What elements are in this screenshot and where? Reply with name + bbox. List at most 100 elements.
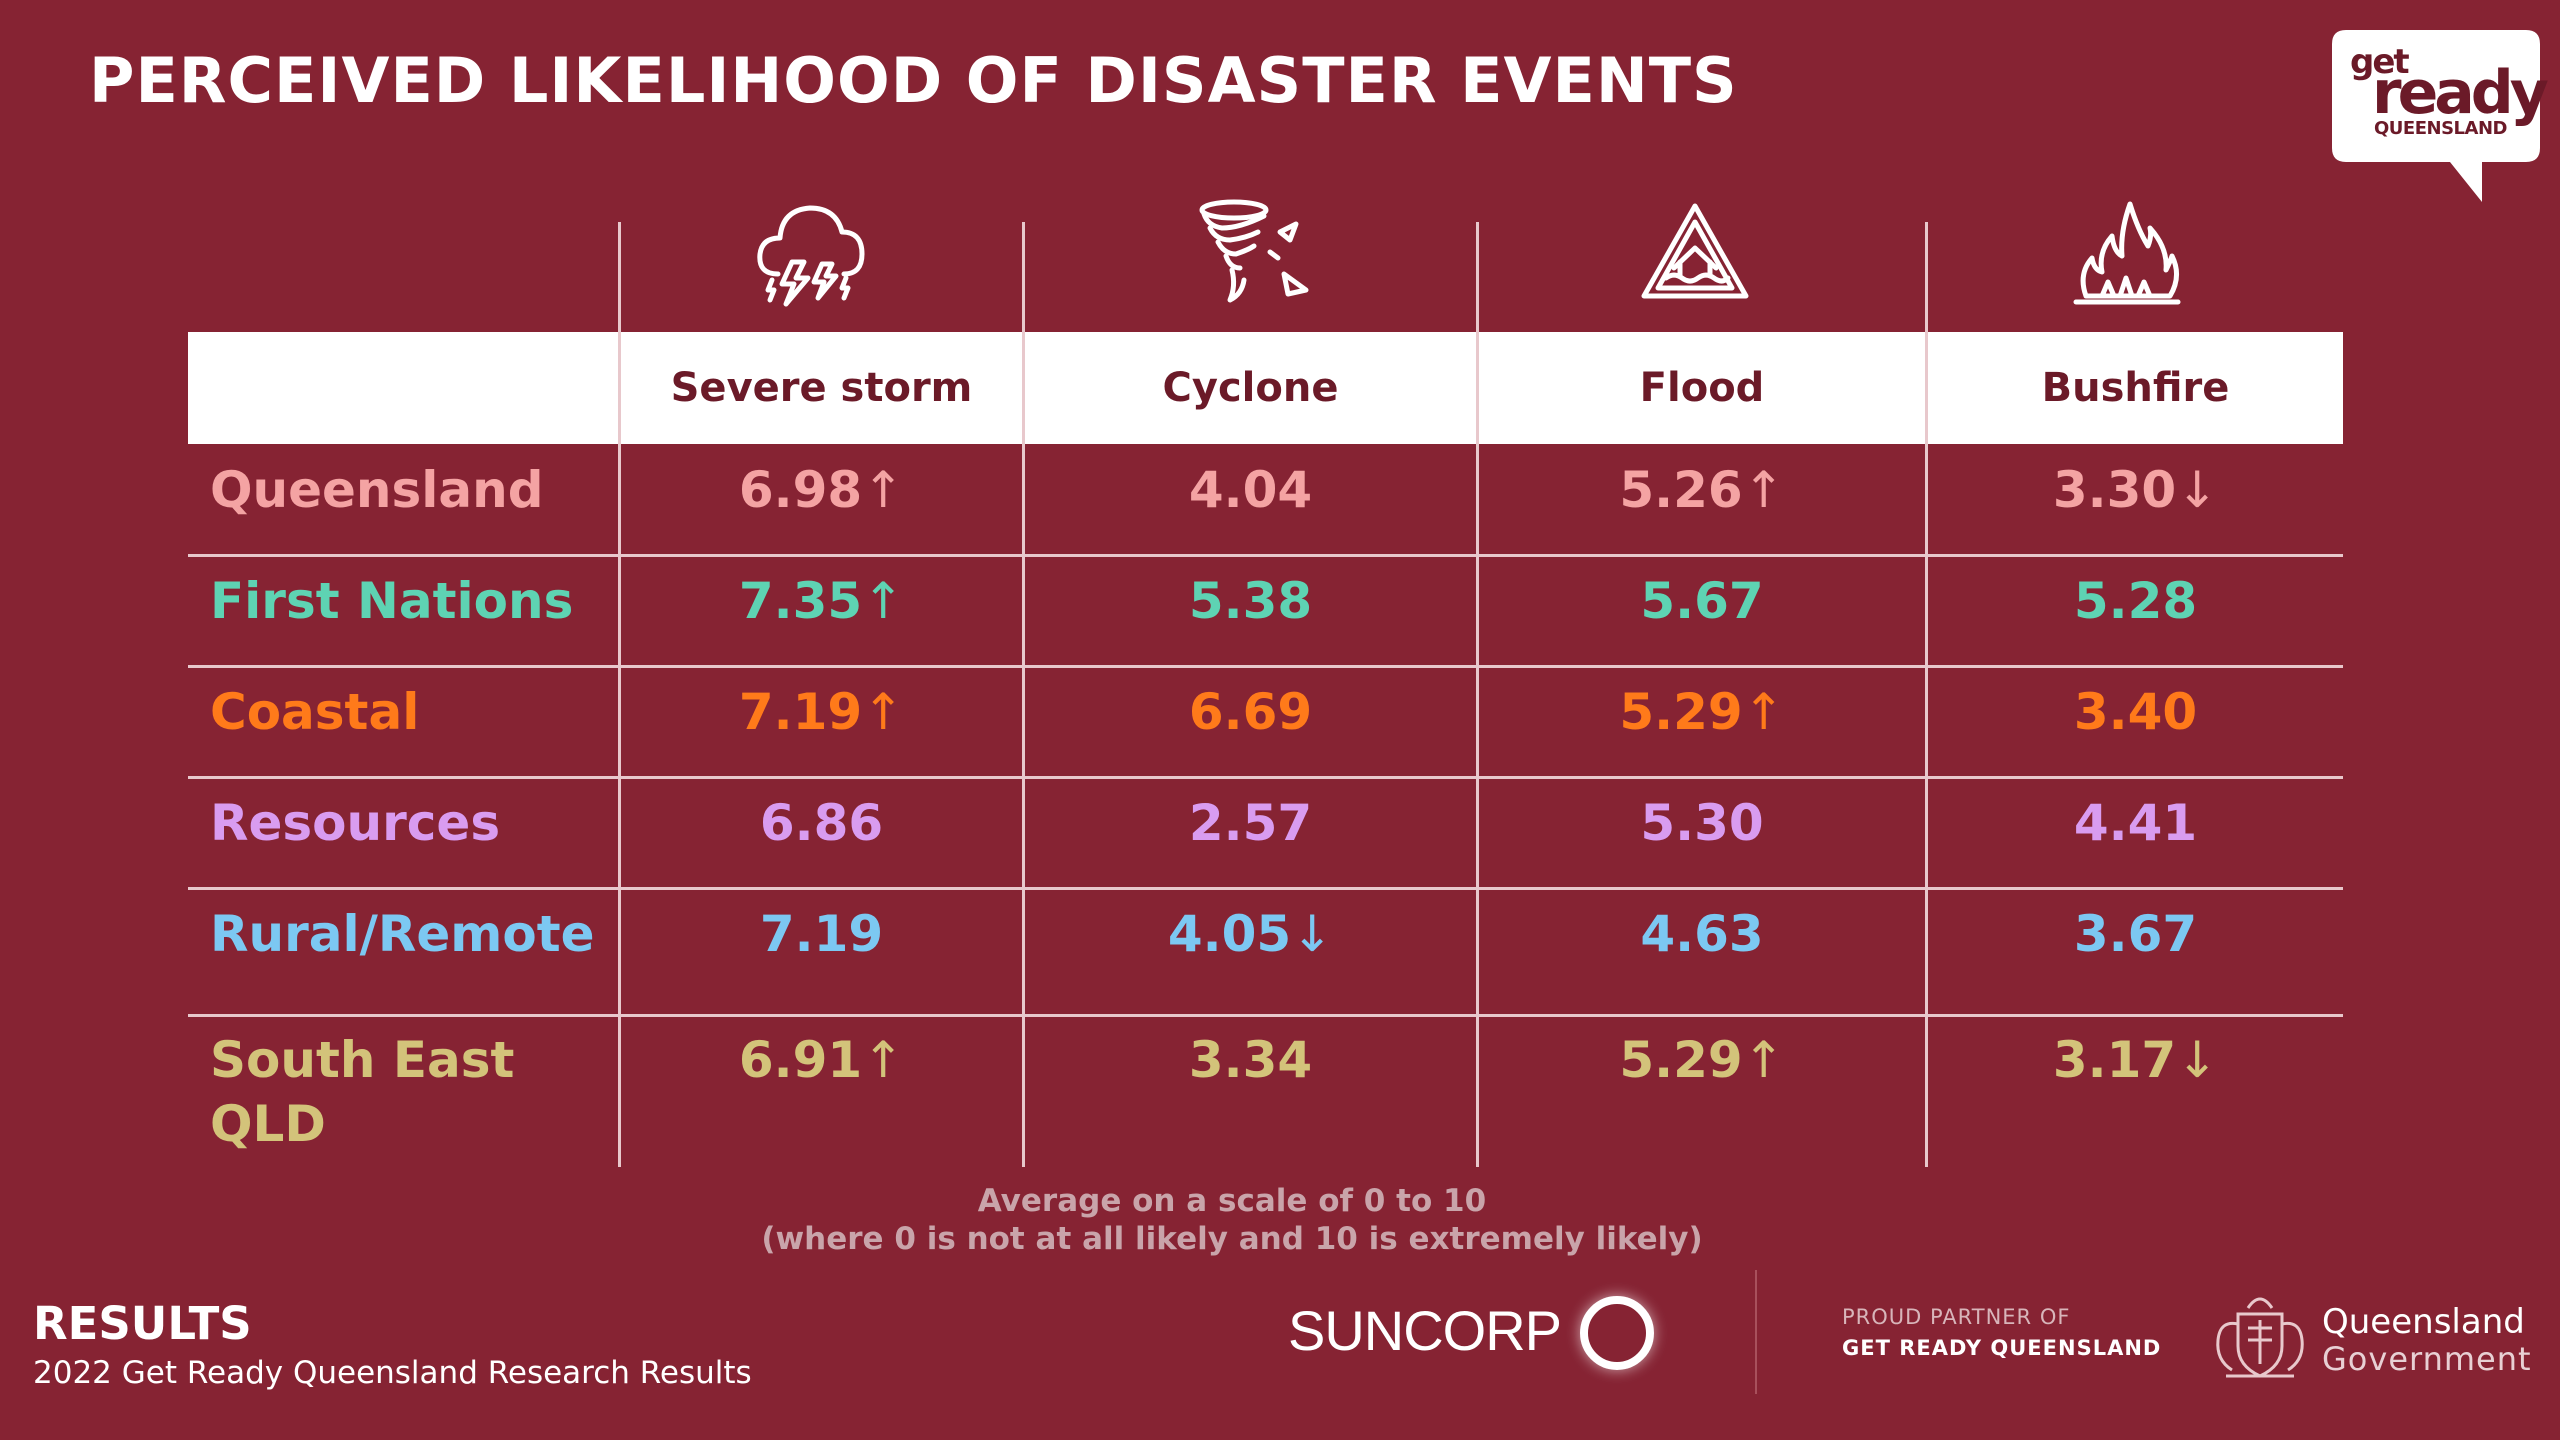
trend-down-icon: ↓ [2176,1031,2219,1089]
trend-up-icon: ↑ [1742,683,1785,741]
bushfire-icon [2068,196,2186,318]
logo-ready-text: ready [2372,58,2549,128]
row-divider [188,665,2343,668]
cell-value: 5.29 [1619,1031,1743,1089]
results-subtitle: 2022 Get Ready Queensland Research Resul… [33,1355,752,1391]
cell-value: 5.67 [1640,572,1764,630]
row-label-line-1: Coastal [210,683,420,741]
cell-cyclone: 4.04 [1025,458,1476,522]
trend-up-icon: ↑ [1742,1031,1785,1089]
column-divider [1925,222,1928,1167]
queensland-government-line-1: Queensland [2322,1302,2525,1342]
row-divider [188,554,2343,557]
row-label-line-1: South East [210,1031,515,1089]
cell-value: 6.98 [738,461,863,519]
trend-up-icon: ↑ [862,683,905,741]
trend-up-icon: ↑ [862,461,905,519]
cell-value: 3.30 [2052,461,2177,519]
column-divider [618,222,621,1167]
cell-value: 3.17 [2052,1031,2177,1089]
partner-line-2: GET READY QUEENSLAND [1842,1336,2162,1360]
cell-value: 2.57 [1188,794,1313,852]
footnote-line-1: Average on a scale of 0 to 10 [977,1183,1487,1219]
cell-severe-storm: 7.19↑ [621,680,1022,744]
cell-flood: 5.26↑ [1479,458,1925,522]
table-header-band [188,332,2343,444]
cell-severe-storm: 7.35↑ [621,569,1022,633]
row-label-line-1: Rural/Remote [210,905,595,963]
trend-down-icon: ↓ [1291,905,1334,963]
cell-severe-storm: 6.98↑ [621,458,1022,522]
cell-value: 5.26 [1619,461,1743,519]
cell-bushfire: 3.40 [1928,680,2343,744]
cell-flood: 5.30 [1479,791,1925,855]
cell-value: 5.30 [1640,794,1764,852]
cell-value: 4.04 [1188,461,1313,519]
cell-cyclone: 4.05↓ [1025,902,1476,966]
storm-cloud-icon [752,196,870,318]
row-divider [188,887,2343,890]
logo-get-text: get [2350,42,2410,82]
cell-cyclone: 2.57 [1025,791,1476,855]
trend-up-icon: ↑ [1742,461,1785,519]
cell-value: 4.41 [2073,794,2198,852]
cell-bushfire: 3.67 [1928,902,2343,966]
row-label-line-2: QLD [210,1095,326,1153]
cell-value: 6.69 [1188,683,1313,741]
row-divider [188,776,2343,779]
flood-warning-icon [1636,196,1754,318]
cell-cyclone: 5.38 [1025,569,1476,633]
column-header-bushfire: Bushfire [2041,365,2230,411]
queensland-crest-icon [2208,1284,2312,1388]
row-label: Resources [210,791,500,855]
cell-bushfire: 5.28 [1928,569,2343,633]
cell-value: 5.29 [1619,683,1743,741]
footer-divider [1755,1270,1757,1394]
cell-cyclone: 3.34 [1025,1028,1476,1092]
row-label: Queensland [210,458,544,522]
cell-value: 6.86 [759,794,884,852]
cyclone-icon [1196,196,1314,318]
cell-bushfire: 4.41 [1928,791,2343,855]
cell-value: 7.19 [759,905,884,963]
trend-down-icon: ↓ [2176,461,2219,519]
column-header-cyclone: Cyclone [1162,365,1339,411]
cell-severe-storm: 6.86 [621,791,1022,855]
trend-up-icon: ↑ [862,1031,905,1089]
cell-value: 7.35 [738,572,863,630]
footnote-line-2: (where 0 is not at all likely and 10 is … [761,1221,1703,1257]
column-header-severe-storm: Severe storm [670,365,973,411]
cell-value: 3.40 [2073,683,2198,741]
row-label: First Nations [210,569,573,633]
cell-value: 5.38 [1188,572,1313,630]
cell-severe-storm: 7.19 [621,902,1022,966]
scale-footnote: Average on a scale of 0 to 10 (where 0 i… [620,1182,1844,1258]
cell-value: 6.91 [738,1031,863,1089]
row-label-line-1: Resources [210,794,501,852]
row-divider [188,1014,2343,1017]
cell-value: 3.67 [2073,905,2198,963]
partner-line-1: PROUD PARTNER OF [1842,1305,2071,1329]
get-ready-queensland-logo: get ready QUEENSLAND [2332,30,2549,202]
row-label: Rural/Remote [210,902,595,966]
cell-value: 4.63 [1640,905,1764,963]
suncorp-logo-text: SUNCORP [1288,1299,1562,1362]
cell-flood: 5.67 [1479,569,1925,633]
suncorp-ring-icon [1580,1296,1654,1370]
row-label: South East QLD [210,1028,514,1156]
cell-value: 3.34 [1188,1031,1313,1089]
queensland-government-line-2: Government [2322,1340,2532,1378]
cell-bushfire: 3.30↓ [1928,458,2343,522]
cell-severe-storm: 6.91↑ [621,1028,1022,1092]
cell-cyclone: 6.69 [1025,680,1476,744]
cell-value: 5.28 [2073,572,2198,630]
row-label-line-1: First Nations [210,572,574,630]
row-label-line-1: Queensland [210,461,544,519]
cell-flood: 5.29↑ [1479,1028,1925,1092]
cell-flood: 4.63 [1479,902,1925,966]
logo-queensland-text: QUEENSLAND [2374,118,2507,139]
trend-up-icon: ↑ [862,572,905,630]
column-header-flood: Flood [1639,365,1765,411]
cell-value: 4.05 [1167,905,1292,963]
cell-value: 7.19 [738,683,863,741]
